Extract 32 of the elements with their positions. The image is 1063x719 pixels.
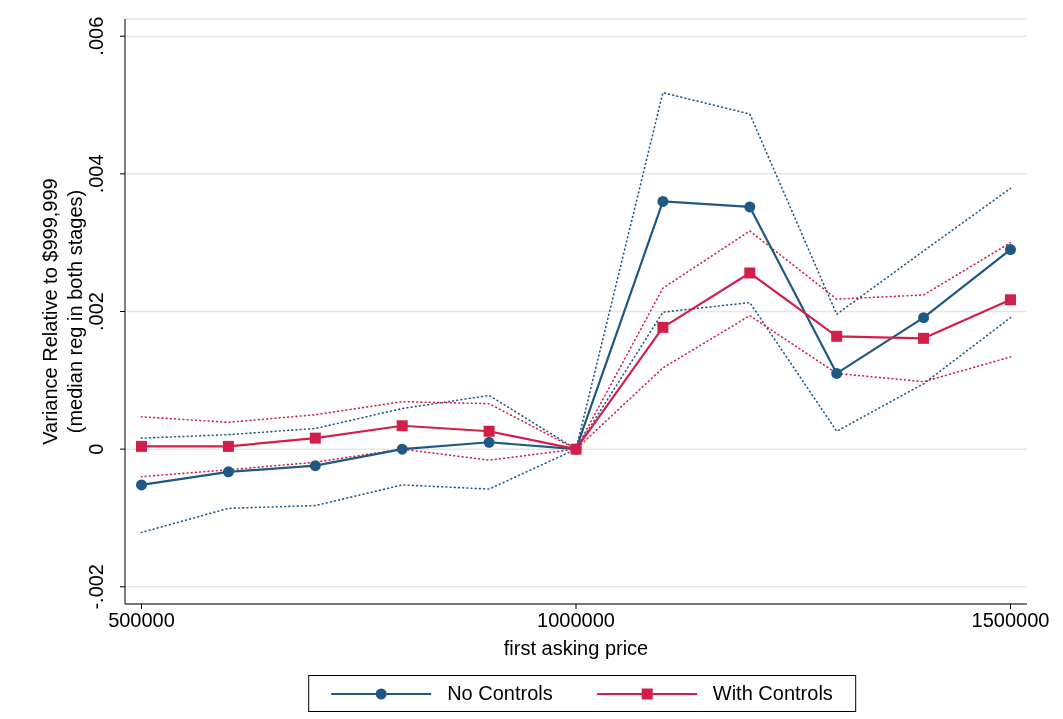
point bbox=[831, 367, 843, 379]
point bbox=[1004, 244, 1016, 256]
point bbox=[483, 425, 495, 437]
x-axis-title: first asking price bbox=[503, 637, 649, 659]
y-tick-label: 0 bbox=[85, 443, 107, 455]
x-tick-label: 1500000 bbox=[971, 609, 1050, 632]
legend-label: No Controls bbox=[447, 682, 553, 705]
point bbox=[918, 332, 930, 344]
point bbox=[744, 267, 756, 279]
point bbox=[222, 440, 234, 452]
y-tick-label: .006 bbox=[85, 16, 107, 56]
x-tick-label: 500000 bbox=[108, 609, 175, 632]
point bbox=[136, 479, 148, 491]
y-tick-label: .004 bbox=[85, 154, 107, 194]
legend-label: With Controls bbox=[712, 682, 833, 705]
point bbox=[483, 436, 495, 448]
point bbox=[396, 420, 408, 432]
y-tick-label: .002 bbox=[85, 292, 107, 331]
point bbox=[918, 312, 930, 324]
point bbox=[136, 440, 148, 452]
point bbox=[1004, 294, 1016, 306]
point bbox=[222, 466, 234, 478]
point bbox=[657, 321, 669, 333]
point bbox=[396, 443, 408, 455]
y-axis-title: Variance Relative to $999,999 (median reg in both stages) bbox=[39, 178, 86, 445]
y-tick-label: -.002 bbox=[85, 564, 107, 610]
point bbox=[309, 460, 321, 472]
point bbox=[657, 195, 669, 207]
x-tick-label: 1000000 bbox=[537, 609, 615, 632]
point bbox=[309, 432, 321, 444]
point bbox=[744, 201, 756, 213]
point bbox=[831, 330, 843, 342]
